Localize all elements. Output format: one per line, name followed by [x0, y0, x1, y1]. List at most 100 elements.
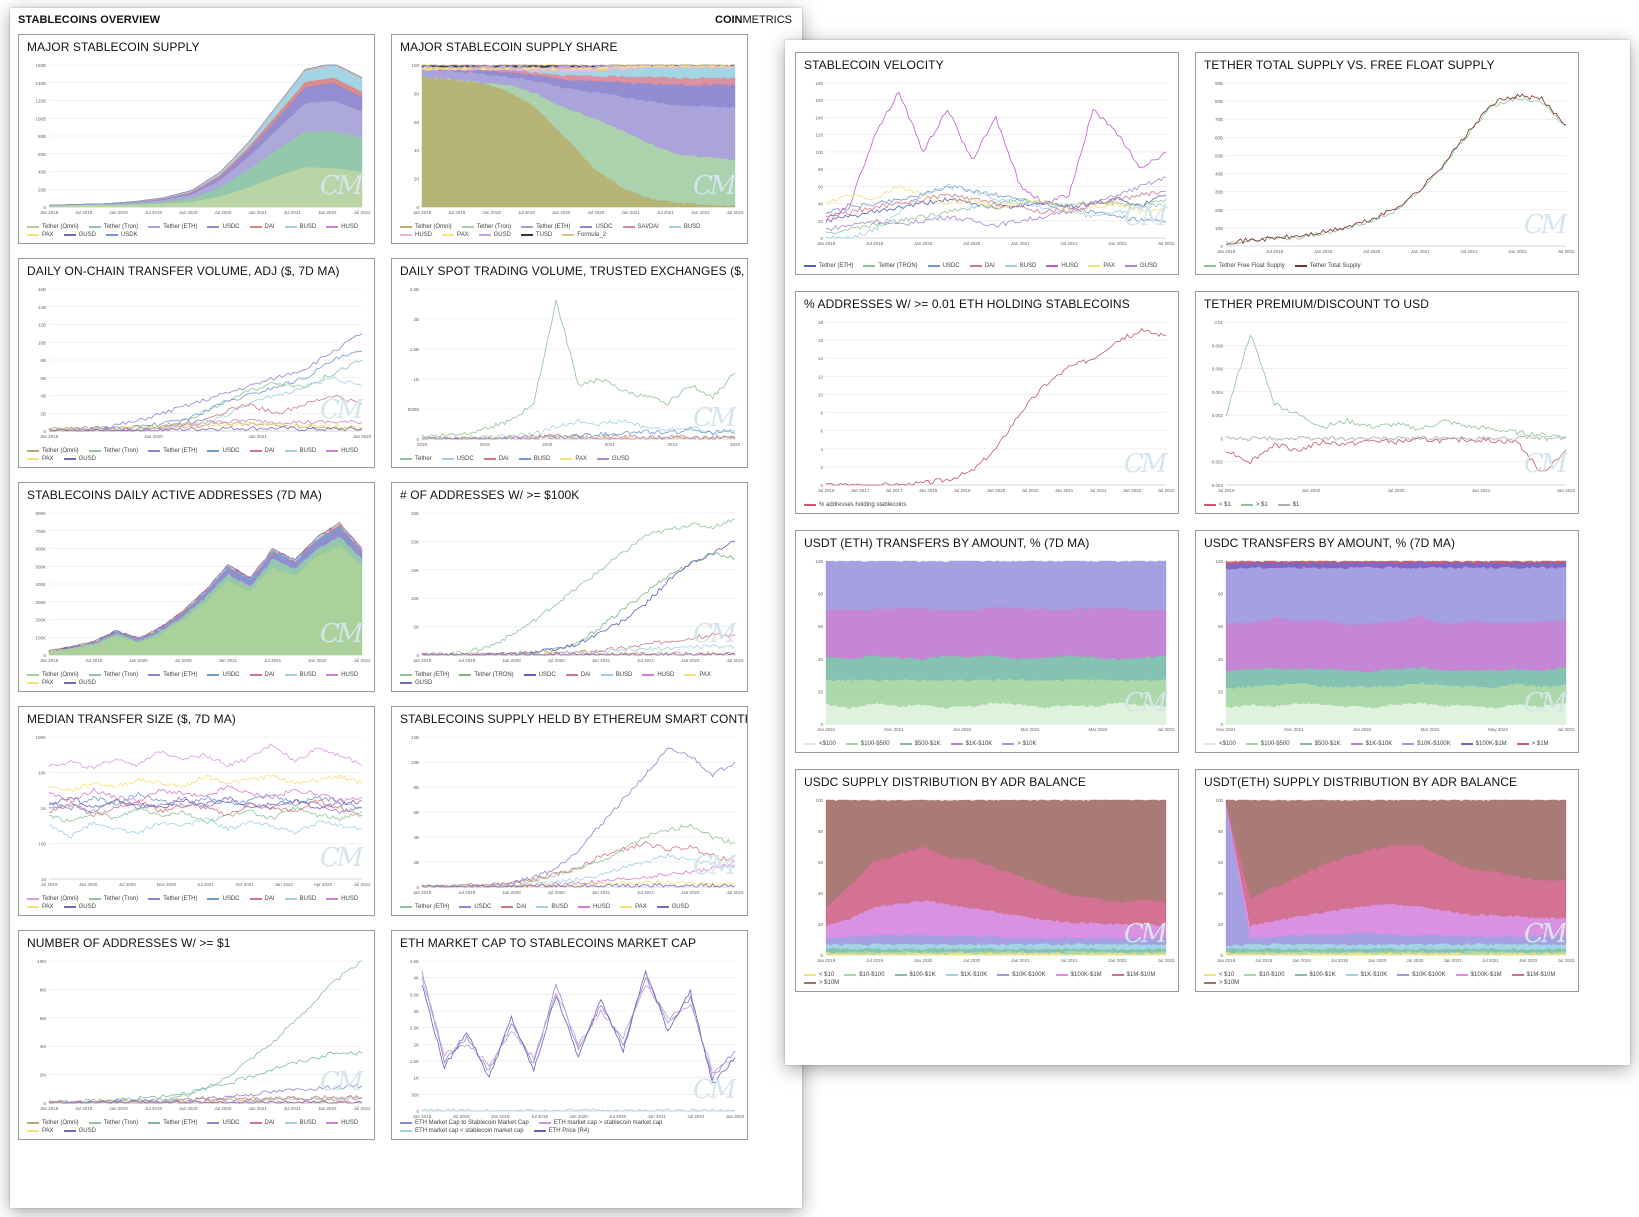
chart-title: USDC TRANSFERS BY AMOUNT, % (7D MA)	[1204, 536, 1456, 550]
legend-swatch	[63, 1130, 76, 1132]
y-tick-label: 0	[416, 885, 419, 890]
legend-swatch	[969, 265, 982, 267]
legend-label: $100-$1K	[909, 972, 936, 978]
chart-legend: Tether (Omni) Tether (Tron) Tether (ETH) US…	[27, 447, 368, 463]
y-tick-label: 2K	[413, 1042, 419, 1047]
x-tick-label: Jan 2020	[179, 1106, 198, 1111]
legend-swatch	[27, 906, 39, 908]
x-tick-label: Jan 2022	[318, 1106, 337, 1111]
chart-panel-transfer: DAILY ON-CHAIN TRANSFER VOLUME, ADJ ($, …	[18, 258, 375, 468]
legend-swatch	[400, 674, 412, 676]
x-tick-label: Jul 2022	[1557, 958, 1575, 963]
x-tick-label: Jul 2018	[448, 210, 466, 215]
x-tick-label: Jan 2022	[1519, 958, 1538, 963]
legend-item: GUSD	[478, 231, 511, 239]
x-tick-label: Jan 2019	[482, 210, 501, 215]
legend-item: HUSD	[326, 447, 358, 455]
y-tick-label: 20	[1218, 922, 1224, 927]
x-tick-label: 2021	[667, 442, 678, 447]
legend-label: BUSD	[299, 448, 317, 454]
legend-item: BUSD	[536, 903, 568, 911]
legend-swatch	[207, 898, 220, 900]
x-tick-label: Jan 2021	[817, 727, 836, 732]
legend-swatch	[105, 234, 118, 236]
y-tick-label: 700K	[35, 529, 46, 534]
legend-label: GUSD	[78, 904, 96, 910]
x-tick-label: Jul 2021	[657, 210, 675, 215]
legend-item: GUSD	[656, 903, 689, 911]
x-tick-label: Jan 2022	[308, 658, 327, 663]
legend-item: USDK	[105, 231, 138, 239]
legend-swatch	[148, 898, 161, 900]
area-series-500-1k	[825, 654, 1167, 682]
x-tick-label: 2019	[417, 442, 428, 447]
legend-label: HUSD	[341, 224, 359, 230]
x-tick-label: Jan 2018	[413, 1114, 432, 1119]
chart-title: STABLECOINS DAILY ACTIVE ADDRESSES (7D M…	[27, 488, 322, 502]
x-tick-label: Jul 2020	[1363, 249, 1381, 254]
legend-item: ETH Market Cap to Stablecoin Market Cap	[400, 1119, 529, 1127]
legend-label: DAI	[580, 672, 591, 678]
legend-label: HUSD	[593, 904, 611, 910]
x-tick-label: Jul 2020	[548, 890, 566, 895]
legend-swatch	[1294, 265, 1307, 267]
y-tick-label: 6B	[40, 376, 46, 381]
legend-label: BUSD	[299, 896, 317, 902]
area-series-10m	[825, 799, 1167, 907]
legend-item: $100-$500	[845, 740, 890, 748]
chart-title: DAILY SPOT TRADING VOLUME, TRUSTED EXCHA…	[400, 264, 747, 278]
line-series-dai	[421, 632, 736, 656]
legend-label: PAX	[1103, 263, 1115, 269]
legend-label: PAX	[42, 1128, 54, 1134]
line-series-eth-market-cap-stablecoin-market-cap	[421, 1108, 736, 1112]
x-tick-label: Jul 2022	[353, 210, 371, 215]
chart-svg-usdt_dist: 0 20 40 60 80 100 Jan 2018 Jul 2018 Jan 2019 Jul …	[1215, 798, 1575, 963]
y-tick-label: 15K	[411, 568, 419, 573]
y-tick-label: 0	[1220, 244, 1223, 249]
legend-swatch	[207, 450, 220, 452]
legend-label: ETH Price (R4)	[548, 1128, 590, 1134]
y-tick-label: 4B	[40, 394, 46, 399]
line-series-dai	[825, 190, 1167, 218]
legend-label: $500-$1K	[1314, 741, 1341, 747]
legend-swatch	[207, 674, 220, 676]
legend-swatch	[1245, 743, 1258, 745]
legend-item: $1K-$10K	[1350, 740, 1392, 748]
y-tick-label: 20	[414, 177, 420, 182]
legend-item: Tether	[400, 455, 432, 463]
legend-label: GUSD	[493, 232, 511, 238]
legend-swatch	[88, 898, 101, 900]
legend-item: Tether (Tron)	[461, 223, 511, 231]
y-tick-label: 10	[818, 392, 824, 397]
chart-svg-addr100k: 0 5K 10K 15K 20K 25K Jan 2019 Jul 2019 Jan 2020 J…	[411, 511, 744, 663]
legend-label: BUSD	[683, 224, 701, 230]
x-tick-label: Jan 2018	[919, 488, 938, 493]
legend-label: Tether (Tron)	[103, 448, 139, 454]
legend-label: BUSD	[533, 456, 551, 462]
x-tick-label: Jan 2022	[691, 210, 710, 215]
line-series-gusd	[48, 796, 362, 810]
x-tick-label: Jan 2021	[1011, 241, 1030, 246]
legend-label: PAX	[457, 232, 469, 238]
legend-item: GUSD	[63, 903, 96, 911]
legend-label: Tether (ETH)	[415, 672, 450, 678]
y-tick-label: 100	[411, 63, 419, 68]
y-tick-label: 4	[820, 447, 823, 452]
y-tick-label: 6	[820, 429, 823, 434]
line-series-dai	[421, 840, 736, 888]
legend-item: USDC	[207, 671, 240, 679]
chart-legend: < $10 $10-$100 $100-$1K $1K-$10K $10K-$100K $…	[804, 971, 1172, 987]
legend-swatch	[63, 906, 76, 908]
area-series-100	[1225, 701, 1567, 725]
legend-swatch	[478, 234, 491, 236]
y-tick-label: 60	[1218, 624, 1224, 629]
chart-svg-smartcontracts: 0 2B 4B 6B 8B 10B 12B Jan 2019 Jul 2019 Jan 2020 J…	[411, 735, 744, 895]
legend-swatch	[562, 234, 575, 236]
legend-item: Tether (ETH)	[400, 671, 449, 679]
legend-swatch	[148, 674, 161, 676]
x-tick-label: Jan 2019	[413, 658, 432, 663]
legend-label: ETH market cap < stablecoin market cap	[415, 1128, 524, 1134]
x-tick-label: Jan 2019	[1292, 958, 1311, 963]
legend-item: $10K-$100K	[1397, 971, 1446, 979]
legend-item: $500-$1K	[1299, 740, 1341, 748]
